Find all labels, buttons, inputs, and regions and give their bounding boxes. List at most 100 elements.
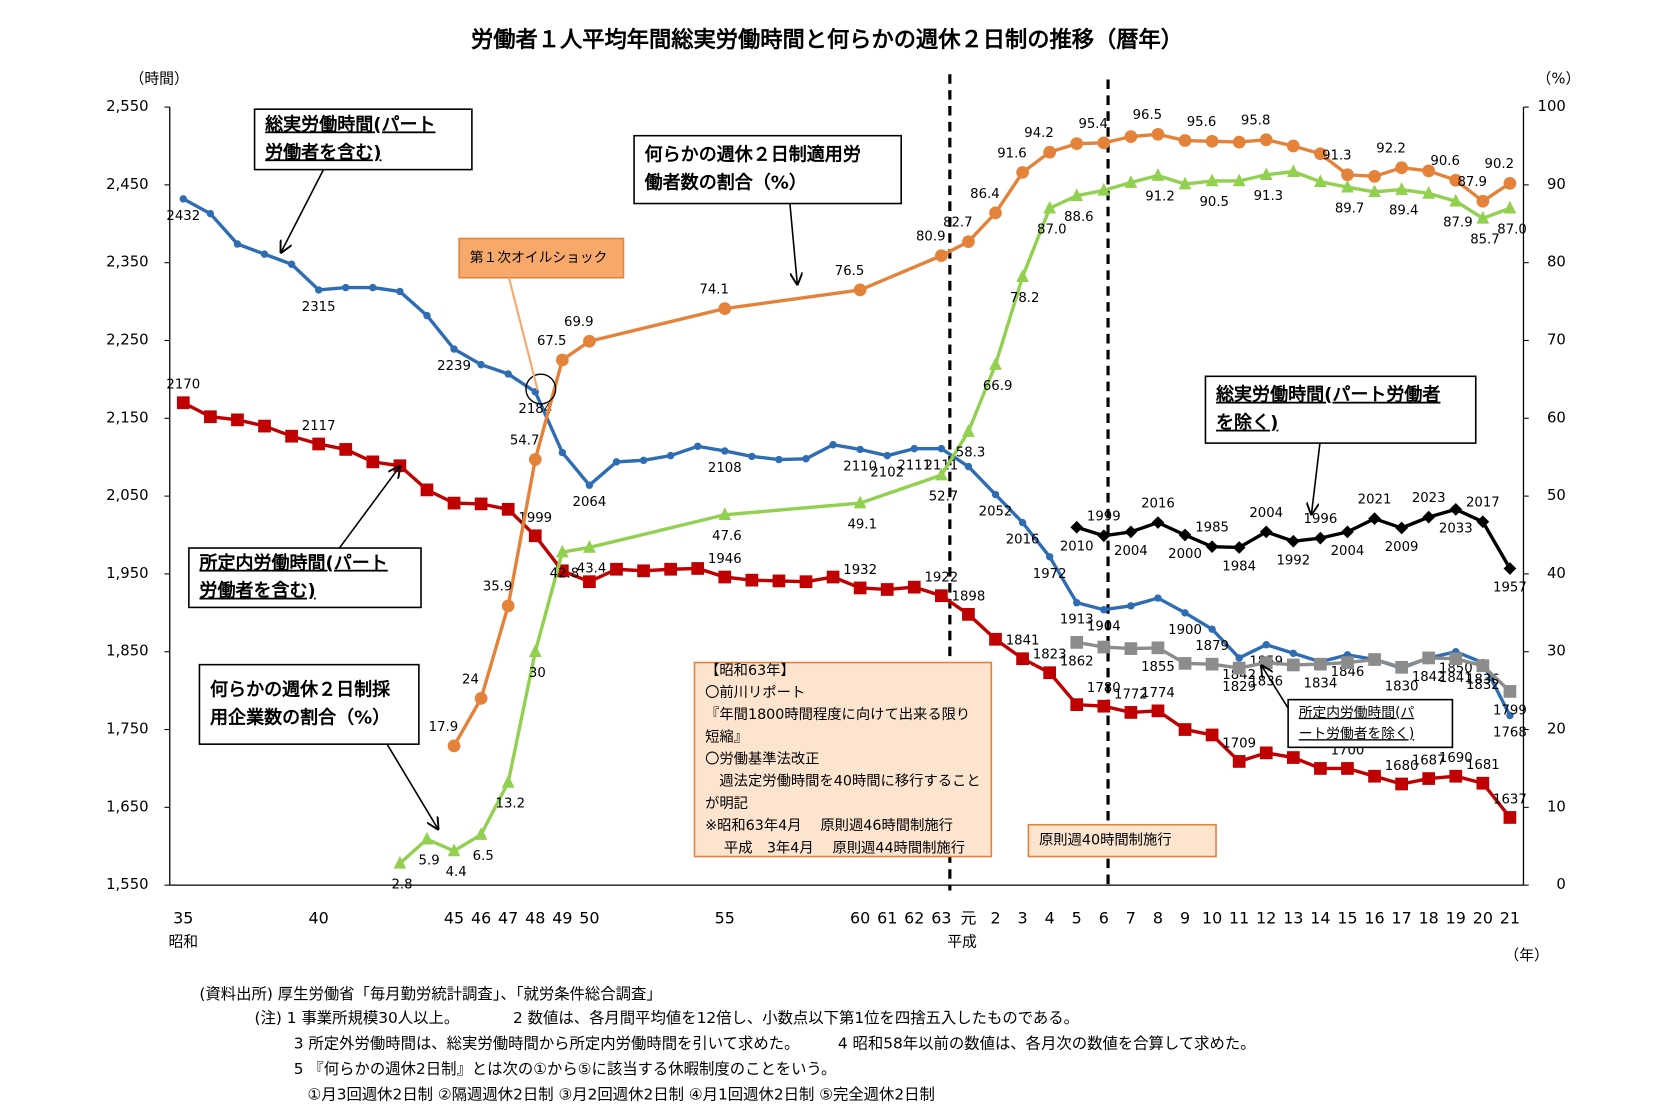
callout-text: 用企業数の割合（%） [210, 706, 390, 728]
x-tick-label: 10 [1202, 909, 1222, 928]
x-tick-label: 元 [960, 909, 976, 928]
point [718, 302, 732, 315]
data-label: 87.0 [1037, 222, 1067, 237]
data-label: 1709 [1222, 736, 1256, 751]
point [1341, 525, 1354, 539]
point [231, 413, 244, 427]
point [1476, 194, 1490, 208]
data-label: 2009 [1385, 540, 1419, 555]
point [745, 573, 759, 587]
point [1341, 762, 1354, 775]
point [1503, 200, 1517, 214]
data-label: 2016 [1006, 533, 1040, 548]
point [1449, 652, 1463, 666]
data-label: 2052 [979, 505, 1013, 520]
data-label: 91.6 [997, 146, 1027, 161]
data-label: 2432 [166, 209, 200, 224]
point [206, 209, 215, 218]
point [829, 441, 837, 449]
data-label: 2064 [573, 495, 607, 510]
point [1043, 145, 1057, 159]
point [1286, 534, 1300, 548]
data-label: 1904 [1087, 620, 1121, 635]
callout-box [693, 661, 993, 858]
note: ①月3回週休2日制 ②隔週週休2日制 ③月2回週休2日制 ④月1回週休2日制 ⑤… [308, 1086, 935, 1104]
x-tick-label: 50 [579, 909, 599, 928]
point [880, 583, 894, 596]
point [693, 442, 702, 451]
point [528, 644, 542, 658]
point [1262, 641, 1270, 649]
callout-text: 何らかの週休２日制採 [210, 678, 391, 700]
data-label: 2108 [708, 461, 742, 476]
callout-text: 短縮』 [705, 728, 748, 745]
y2-tick-label: 80 [1547, 254, 1566, 271]
data-label: 2000 [1168, 547, 1202, 562]
data-label: 66.9 [983, 379, 1013, 394]
data-label: 89.7 [1335, 201, 1365, 216]
point [772, 574, 786, 588]
data-label: 2023 [1412, 491, 1446, 506]
data-label: 90.2 [1485, 157, 1515, 172]
point [826, 570, 840, 584]
point [450, 345, 458, 353]
x-tick-label: 8 [1153, 909, 1163, 928]
data-label: 1855 [1141, 660, 1175, 675]
callout-text: 〇前川リポート [705, 684, 805, 701]
data-label: 1834 [1304, 676, 1338, 691]
point [1018, 518, 1027, 527]
point [1235, 654, 1243, 662]
data-label: 80.9 [916, 230, 946, 245]
point [1259, 746, 1273, 760]
point [883, 451, 891, 460]
point [1422, 164, 1436, 178]
x-tick-label: 14 [1310, 909, 1330, 928]
callout-text: 所定内労働時間(パ [1299, 705, 1415, 721]
data-label: 92.2 [1376, 142, 1406, 157]
point [1205, 540, 1219, 554]
point [1289, 649, 1298, 657]
point [1154, 594, 1162, 602]
data-label: 90.5 [1199, 195, 1229, 210]
data-label: 1957 [1493, 581, 1527, 596]
point [477, 360, 485, 369]
x-tick-label: 2 [990, 909, 1000, 928]
data-label: 1850 [1439, 662, 1473, 677]
data-label: 2010 [1060, 539, 1094, 554]
point [1208, 625, 1216, 633]
data-label: 43.4 [577, 562, 607, 577]
point [447, 843, 461, 857]
y-tick-label: 2,550 [106, 98, 148, 115]
point [583, 334, 596, 348]
data-label: 1836 [1466, 673, 1500, 688]
data-label: 88.6 [1064, 210, 1094, 225]
point [1151, 704, 1165, 718]
point [1016, 652, 1029, 666]
point [853, 581, 867, 595]
point [474, 497, 488, 511]
callout-text: 『年間1800時間程度に向けて出来る限り [705, 706, 970, 723]
point [1124, 706, 1138, 719]
data-label: 49.1 [848, 517, 878, 532]
point [1151, 127, 1165, 141]
data-label: 89.4 [1389, 204, 1419, 219]
data-label: 42.8 [550, 566, 580, 581]
point [1070, 636, 1084, 649]
data-label: 91.3 [1322, 149, 1352, 164]
point [691, 562, 705, 575]
point [853, 283, 867, 297]
series-line [398, 169, 1511, 865]
data-label: 1842 [1412, 670, 1446, 685]
point [474, 692, 488, 705]
point [1178, 528, 1192, 542]
x-tick-label: 61 [877, 909, 897, 928]
point [1181, 609, 1189, 617]
point [1506, 711, 1514, 720]
data-label: 2117 [302, 419, 336, 434]
data-label: 1922 [925, 571, 959, 586]
x-tick-label: 12 [1256, 909, 1276, 928]
callout-text: 【昭和63年】 [705, 662, 795, 679]
point [585, 481, 594, 489]
point [339, 443, 353, 456]
callout-text: 総実労働時間(パート [264, 113, 435, 135]
